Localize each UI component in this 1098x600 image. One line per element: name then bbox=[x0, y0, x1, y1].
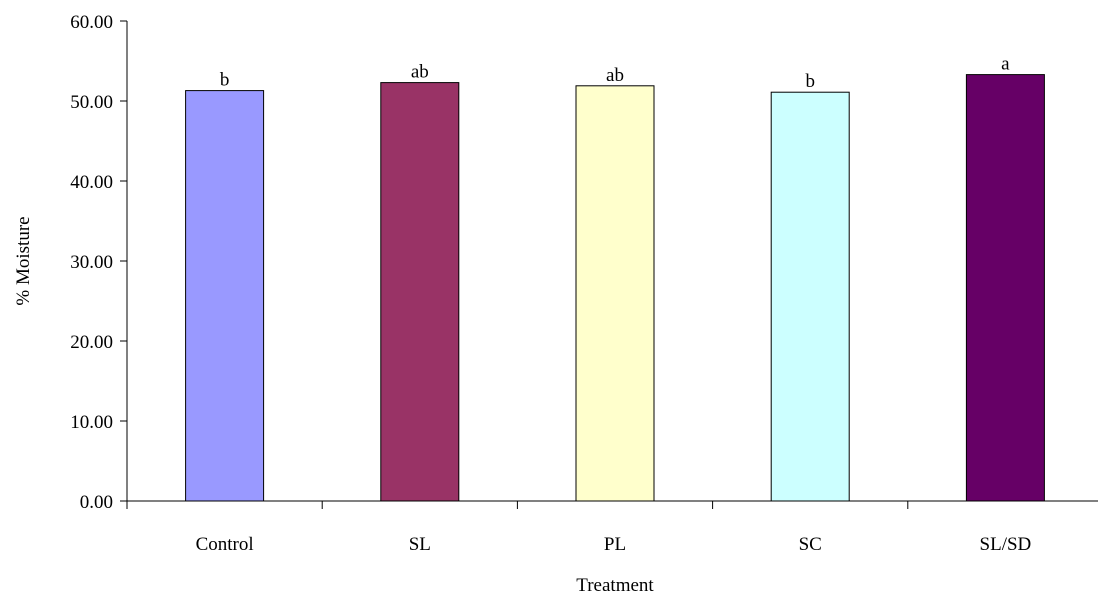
y-tick-label: 10.00 bbox=[70, 412, 113, 433]
bar-significance-label: ab bbox=[411, 62, 429, 83]
x-category-label: Control bbox=[196, 534, 254, 555]
bar-control bbox=[185, 90, 265, 502]
bar-sl bbox=[380, 82, 460, 502]
bar-significance-label: ab bbox=[606, 65, 624, 86]
bar-pl bbox=[575, 85, 655, 502]
x-category-label: SL/SD bbox=[980, 534, 1032, 555]
bar-significance-label: b bbox=[220, 70, 230, 91]
y-tick-label: 60.00 bbox=[70, 12, 113, 33]
x-category-label: SC bbox=[799, 534, 822, 555]
x-category-label: SL bbox=[409, 534, 431, 555]
y-tick-label: 40.00 bbox=[70, 172, 113, 193]
y-tick-label: 30.00 bbox=[70, 252, 113, 273]
x-axis-ticks: Control SL PL SC SL/SD bbox=[126, 501, 1032, 555]
x-category-label: PL bbox=[604, 534, 626, 555]
bars bbox=[185, 74, 1045, 502]
bar-significance-label: b bbox=[805, 71, 815, 92]
y-tick-label: 20.00 bbox=[70, 332, 113, 353]
y-tick-label: 0.00 bbox=[80, 492, 113, 513]
data-labels: b ab ab b a bbox=[220, 54, 1010, 93]
bar-significance-label: a bbox=[1001, 54, 1010, 75]
y-axis-title: % Moisture bbox=[13, 216, 34, 305]
y-axis-ticks: 0.00 10.00 20.00 30.00 40.00 50.00 60.00 bbox=[70, 12, 127, 513]
y-tick-label: 50.00 bbox=[70, 92, 113, 113]
bar-sl-sd bbox=[965, 74, 1045, 502]
bar-sc bbox=[770, 91, 850, 502]
x-axis-title: Treatment bbox=[576, 575, 654, 596]
axes bbox=[126, 21, 1098, 502]
